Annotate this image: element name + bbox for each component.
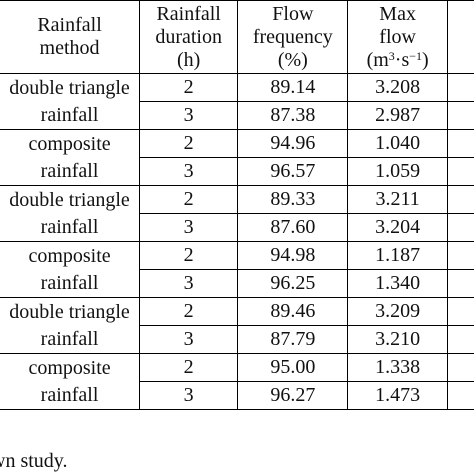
header-line: flow [379,25,416,48]
frequency-cell: 89.33 [237,185,349,214]
method-line: composite [28,132,111,155]
max-flow-cell: 3.211 [347,185,448,214]
frequency-cell: 94.96 [237,129,349,158]
max-flow-unit: (m3·s−1) [366,48,429,71]
duration-cell: 3 [139,213,239,242]
max-flow-cell: 3.208 [347,73,448,102]
rainfall-method-cell: double triangle rainfall [0,73,141,130]
header-line: Flow [272,2,314,25]
empty-cell [446,213,474,242]
duration-cell: 3 [139,381,239,410]
header-line: (%) [277,48,308,71]
frequency-cell: 89.14 [237,73,349,102]
method-line: rainfall [40,271,99,294]
empty-cell [446,185,474,214]
results-table-container: Rainfall method Rainfall duration (h) Fl… [0,0,474,410]
empty-cell [446,381,474,410]
method-line: double triangle [9,300,130,323]
method-line: rainfall [40,327,99,350]
table-row: double triangle rainfall 2 89.46 3.209 [0,297,474,354]
source-note: wn study. [0,450,68,472]
empty-cell [446,353,474,382]
duration-cell: 3 [139,325,239,354]
table-row: composite rainfall 2 95.00 1.338 [0,353,474,410]
empty-cell [446,269,474,298]
header-line: duration [155,25,222,48]
empty-cell [446,73,474,102]
duration-cell: 2 [139,353,239,382]
empty-cell [446,157,474,186]
rainfall-method-cell: composite rainfall [0,129,141,186]
rainfall-method-cell: double triangle rainfall [0,185,141,242]
header-max-flow: Max flow (m3·s−1) [347,0,448,74]
header-empty-cell [446,0,474,74]
max-flow-cell: 3.204 [347,213,448,242]
table-row: double triangle rainfall 2 89.14 3.208 [0,73,474,130]
frequency-cell: 96.57 [237,157,349,186]
frequency-cell: 87.38 [237,101,349,130]
frequency-cell: 87.60 [237,213,349,242]
empty-cell [446,101,474,130]
header-rainfall-duration: Rainfall duration (h) [139,0,239,74]
max-flow-cell: 1.340 [347,269,448,298]
max-flow-cell: 3.210 [347,325,448,354]
max-flow-cell: 1.338 [347,353,448,382]
max-flow-cell: 1.473 [347,381,448,410]
duration-cell: 2 [139,241,239,270]
method-line: composite [28,356,111,379]
header-line: method [39,37,100,59]
frequency-cell: 95.00 [237,353,349,382]
duration-cell: 2 [139,73,239,102]
rainfall-method-cell: composite rainfall [0,353,141,410]
duration-cell: 2 [139,185,239,214]
frequency-cell: 94.98 [237,241,349,270]
table-row: composite rainfall 2 94.98 1.187 [0,241,474,298]
table-row: composite rainfall 2 94.96 1.040 [0,129,474,186]
rainfall-method-cell: double triangle rainfall [0,297,141,354]
table-body: double triangle rainfall 2 89.14 3.208 3 87.38… [0,73,474,410]
header-line: Max [379,2,416,25]
duration-cell: 3 [139,101,239,130]
max-flow-cell: 1.040 [347,129,448,158]
max-flow-cell: 2.987 [347,101,448,130]
header-line: frequency [252,25,333,48]
header-flow-frequency: Flow frequency (%) [237,0,349,74]
empty-cell [446,297,474,326]
duration-cell: 2 [139,129,239,158]
duration-cell: 2 [139,297,239,326]
table-row: 3 96.27 1.473 [0,381,474,410]
rainfall-method-cell: composite rainfall [0,241,141,298]
max-flow-cell: 1.187 [347,241,448,270]
table-row: 3 96.25 1.340 [0,269,474,298]
method-line: double triangle [9,188,130,211]
frequency-cell: 96.25 [237,269,349,298]
empty-cell [446,325,474,354]
max-flow-cell: 3.209 [347,297,448,326]
method-line: composite [28,244,111,267]
table-row: double triangle rainfall 2 89.33 3.211 [0,185,474,242]
method-line: rainfall [40,103,99,126]
frequency-cell: 87.79 [237,325,349,354]
method-line: rainfall [40,383,99,406]
rainfall-flow-table: Rainfall method Rainfall duration (h) Fl… [0,0,474,410]
method-line: rainfall [40,159,99,182]
method-line: double triangle [9,76,130,99]
frequency-cell: 89.46 [237,297,349,326]
table-row: 3 87.38 2.987 [0,101,474,130]
duration-cell: 3 [139,269,239,298]
header-line: (h) [176,48,201,71]
empty-cell [446,241,474,270]
header-line: Rainfall [37,14,102,36]
header-rainfall-method: Rainfall method [0,0,141,74]
method-line: rainfall [40,215,99,238]
header-line: Rainfall [156,2,221,25]
table-header-row: Rainfall method Rainfall duration (h) Fl… [0,0,474,74]
empty-cell [446,129,474,158]
duration-cell: 3 [139,157,239,186]
max-flow-cell: 1.059 [347,157,448,186]
frequency-cell: 96.27 [237,381,349,410]
